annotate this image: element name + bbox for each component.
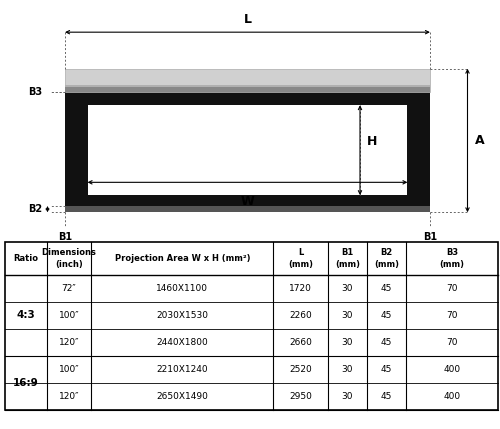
Text: 2650X1490: 2650X1490 [156, 392, 208, 401]
Text: 70: 70 [446, 284, 458, 293]
Text: 45: 45 [381, 311, 392, 320]
Text: B3: B3 [28, 87, 42, 97]
Text: 30: 30 [342, 392, 353, 401]
Bar [65, 92, 430, 206]
Text: A: A [475, 134, 484, 147]
Text: 45: 45 [381, 338, 392, 347]
Text: B1: B1 [423, 232, 437, 242]
Text: 2030X1530: 2030X1530 [156, 311, 208, 320]
Text: 30: 30 [342, 338, 353, 347]
Text: L
(mm): L (mm) [288, 248, 313, 269]
Text: 1720: 1720 [289, 284, 312, 293]
Text: 2210X1240: 2210X1240 [156, 365, 208, 374]
Text: 30: 30 [342, 284, 353, 293]
Text: 30: 30 [342, 311, 353, 320]
Text: B1
(mm): B1 (mm) [335, 248, 360, 269]
Bar [88, 105, 407, 195]
Text: 1460X1100: 1460X1100 [156, 284, 208, 293]
Text: B2
(mm): B2 (mm) [374, 248, 399, 269]
Text: 72″: 72″ [62, 284, 76, 293]
Text: 120″: 120″ [59, 338, 80, 347]
Text: 30: 30 [342, 365, 353, 374]
Text: 16:9: 16:9 [13, 378, 39, 388]
Text: Projection Area W x H (mm²): Projection Area W x H (mm²) [114, 254, 250, 263]
Text: 100″: 100″ [58, 311, 80, 320]
Text: 2440X1800: 2440X1800 [156, 338, 208, 347]
Text: 2520: 2520 [289, 365, 312, 374]
Bar [65, 85, 430, 87]
Text: 2660: 2660 [289, 338, 312, 347]
Text: 400: 400 [444, 392, 460, 401]
Text: 2260: 2260 [289, 311, 312, 320]
Text: 45: 45 [381, 392, 392, 401]
Text: Ratio: Ratio [14, 254, 38, 263]
Text: 70: 70 [446, 338, 458, 347]
Text: B2: B2 [28, 204, 42, 214]
Text: 120″: 120″ [59, 392, 80, 401]
Text: 2950: 2950 [289, 392, 312, 401]
Text: 45: 45 [381, 365, 392, 374]
Text: W: W [240, 195, 254, 208]
Text: 4:3: 4:3 [16, 310, 36, 320]
Text: B3
(mm): B3 (mm) [440, 248, 464, 269]
Text: H: H [366, 135, 377, 148]
Bar [65, 69, 430, 92]
Text: 70: 70 [446, 311, 458, 320]
Text: 45: 45 [381, 284, 392, 293]
Bar [65, 206, 430, 212]
Text: L: L [244, 13, 252, 26]
Text: B1: B1 [58, 232, 72, 242]
Text: Dimensions
(inch): Dimensions (inch) [42, 248, 96, 269]
Bar [65, 87, 430, 92]
Text: 400: 400 [444, 365, 460, 374]
Bar [5, 242, 498, 410]
Text: 100″: 100″ [58, 365, 80, 374]
